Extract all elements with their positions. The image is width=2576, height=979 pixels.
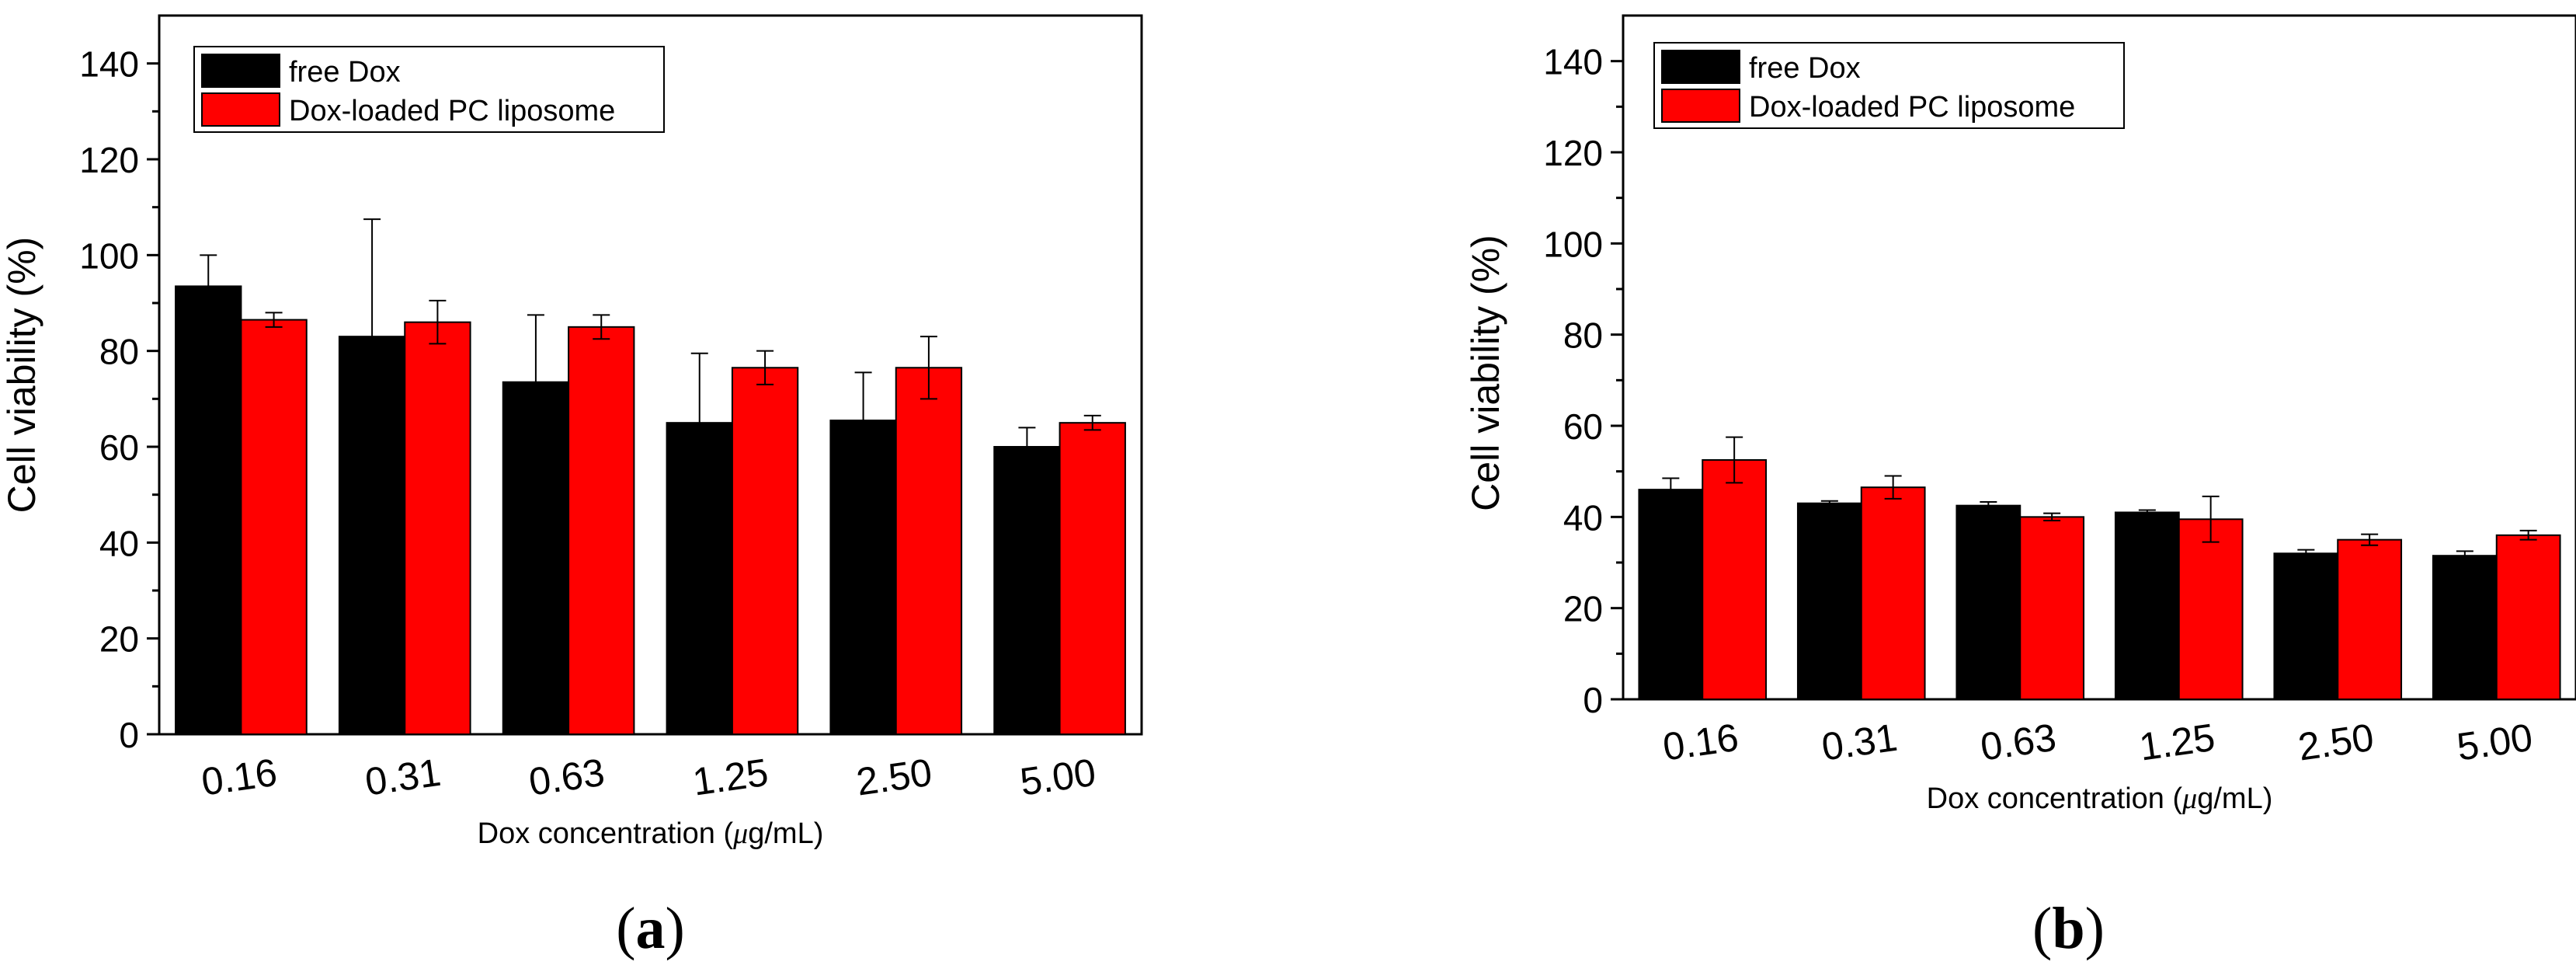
y-tick-label: 0: [1583, 680, 1603, 720]
x-tick-label: 1.25: [2136, 716, 2217, 769]
x-tick-label: 2.50: [853, 751, 934, 804]
y-tick-label: 20: [1563, 589, 1603, 629]
legend-label: Dox-loaded PC liposome: [289, 95, 615, 127]
panel-label: (b): [2032, 896, 2105, 961]
x-tick-label: 0.16: [199, 751, 280, 804]
y-tick-label: 0: [119, 715, 139, 755]
y-tick-label: 140: [1543, 42, 1603, 82]
x-tick-label: 0.31: [363, 751, 443, 804]
bar-free-dox: [1638, 489, 1704, 701]
x-axis-label: Dox concentration (μg/mL): [478, 817, 824, 850]
legend-swatch: [1661, 89, 1740, 123]
bar-liposome: [1702, 459, 1768, 700]
legend-swatch: [201, 54, 280, 88]
bar-free-dox: [2114, 511, 2180, 701]
bar-liposome: [404, 321, 471, 735]
bar-liposome: [895, 367, 963, 735]
panel-label-open: (: [2032, 896, 2052, 961]
bar-liposome: [568, 326, 635, 736]
panel-label-open: (: [616, 896, 635, 961]
panel-label-letter: b: [2052, 896, 2084, 961]
y-tick-label: 40: [99, 523, 139, 563]
bar-free-dox: [1796, 502, 1862, 700]
bar-liposome: [2495, 534, 2561, 700]
bar-free-dox: [175, 285, 242, 735]
x-tick-label: 1.25: [690, 751, 770, 804]
panel-label-letter: a: [636, 896, 666, 961]
bar-liposome: [731, 367, 799, 735]
x-axis-label-prefix: Dox concentration (: [1927, 782, 2183, 815]
legend-label: Dox-loaded PC liposome: [1749, 91, 2075, 124]
y-tick-label: 20: [99, 619, 139, 660]
bar-liposome: [1860, 486, 1926, 700]
chart-panel-a: 0 20 40 60 80 100 120 140 Cell viability (%) 0.16…: [0, 14, 1143, 961]
bar-free-dox: [993, 446, 1061, 735]
y-tick-label: 60: [99, 427, 139, 468]
bar-free-dox: [1955, 504, 2022, 701]
y-tick-label: 60: [1563, 406, 1603, 447]
plot-frame: [1622, 14, 2576, 701]
x-tick-label: 5.00: [2454, 716, 2535, 769]
panel-label-close: ): [2085, 896, 2105, 961]
y-tick-label: 80: [1563, 315, 1603, 356]
x-tick-label: 0.31: [1819, 716, 1900, 769]
y-tick-label: 140: [79, 44, 139, 85]
bar-liposome: [2019, 516, 2085, 700]
y-tick-label: 120: [79, 140, 139, 180]
bar-liposome: [240, 319, 308, 736]
x-tick-label: 5.00: [1017, 751, 1098, 804]
y-axis-label: Cell viability (%): [0, 237, 43, 514]
x-axis-label-mu: μ: [2181, 782, 2197, 815]
legend: free Dox Dox-loaded PC liposome: [1653, 42, 2125, 129]
legend-label: free Dox: [1749, 52, 1861, 85]
x-axis-label-prefix: Dox concentration (: [478, 817, 734, 850]
x-tick-label: 0.63: [1978, 716, 2059, 769]
legend-swatch: [201, 92, 280, 127]
y-tick-label: 100: [1543, 224, 1603, 264]
plot-frame: [158, 14, 1143, 736]
panel-label-close: ): [666, 896, 685, 961]
x-axis-label-suffix: g/mL): [2197, 782, 2272, 815]
bar-free-dox: [2273, 552, 2339, 700]
y-tick-label: 120: [1543, 133, 1603, 173]
x-tick-label: 0.16: [1660, 716, 1741, 769]
bar-liposome: [1059, 422, 1126, 736]
chart-panel-b: 0 20 40 60 80 100 120 140 Cell viability (%) 0.16…: [1464, 14, 2576, 961]
x-tick-label: 0.63: [527, 751, 607, 804]
x-axis-label: Dox concentration (μg/mL): [1927, 782, 2273, 815]
legend-swatch: [1661, 50, 1740, 84]
legend-label: free Dox: [289, 56, 401, 89]
y-tick-label: 100: [79, 235, 139, 276]
x-axis-label-mu: μ: [732, 817, 748, 850]
bar-free-dox: [2432, 555, 2498, 701]
y-tick-label: 40: [1563, 497, 1603, 538]
bar-liposome: [2337, 538, 2403, 701]
y-tick-label: 80: [99, 332, 139, 372]
x-axis-label-suffix: g/mL): [748, 817, 823, 850]
y-axis-label: Cell viability (%): [1464, 235, 1507, 511]
bar-liposome: [2178, 518, 2244, 700]
panel-label: (a): [616, 896, 685, 961]
bar-free-dox: [829, 420, 897, 735]
legend: free Dox Dox-loaded PC liposome: [193, 46, 665, 133]
x-tick-label: 2.50: [2296, 716, 2376, 769]
